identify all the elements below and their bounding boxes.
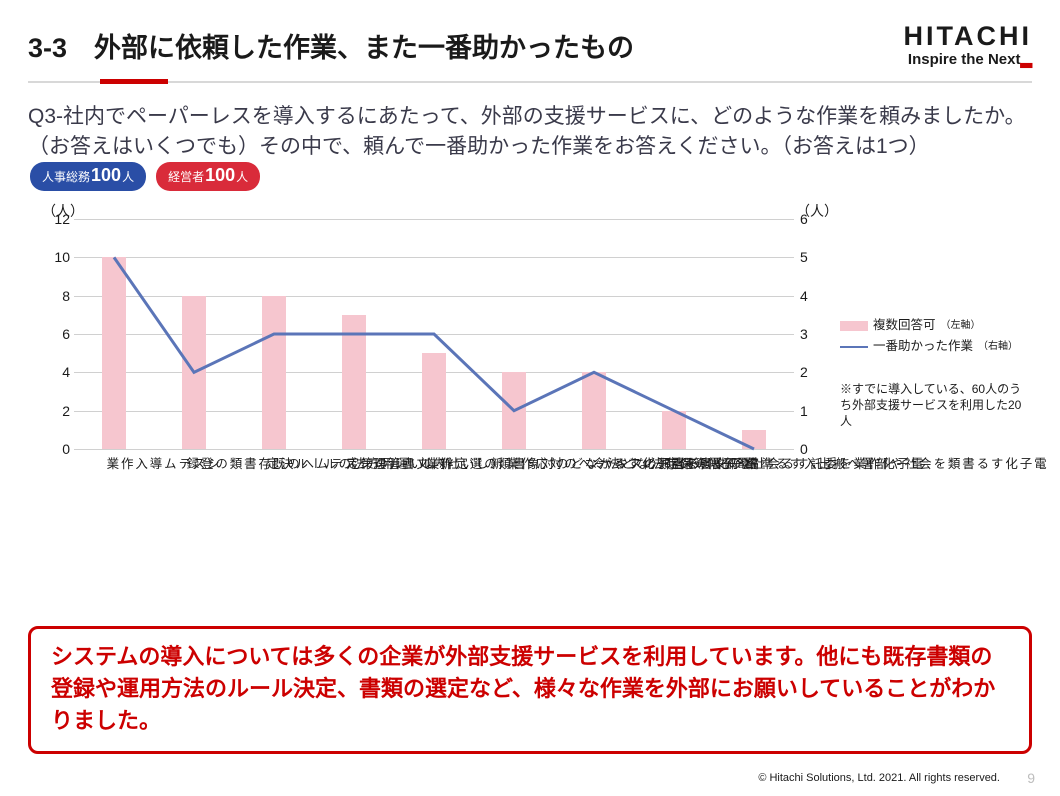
chart: （人） （人） 0021426384105126システム導入作業文書管理システム… xyxy=(28,201,1032,591)
pill-exec-label: 経営者 xyxy=(168,169,204,186)
legend-line-sub: （右軸） xyxy=(978,338,1018,355)
pill-exec-suffix: 人 xyxy=(236,169,248,186)
y-left-tick: 10 xyxy=(40,249,70,265)
y-left-tick: 6 xyxy=(40,326,70,342)
pill-hr-suffix: 人 xyxy=(122,169,134,186)
divider-red-accent xyxy=(100,79,168,84)
legend-line-swatch xyxy=(840,346,868,348)
y-right-tick: 1 xyxy=(800,403,820,419)
y-right-tick: 2 xyxy=(800,364,820,380)
y-left-tick: 0 xyxy=(40,441,70,457)
y-right-tick: 4 xyxy=(800,288,820,304)
plot-area: 0021426384105126システム導入作業文書管理システムへの既存書類の登… xyxy=(74,219,794,449)
brand-tagline-text: Inspire the Next xyxy=(908,51,1021,68)
pill-hr: 人事総務 100 人 xyxy=(30,162,146,191)
y-left-tick: 12 xyxy=(40,211,70,227)
line-series xyxy=(114,257,754,449)
brand: HITACHI Inspire the Next▂ xyxy=(904,22,1033,68)
legend-line-label: 一番助かった作業 xyxy=(873,336,973,357)
copyright: © Hitachi Solutions, Ltd. 2021. All righ… xyxy=(758,772,1000,784)
divider-gray xyxy=(28,81,1032,83)
x-category-label: 電子化する書類を会社や部署へ搬出入する準備 xyxy=(744,457,1046,469)
header: 3-3 外部に依頼した作業、また一番助かったもの HITACHI Inspire… xyxy=(28,22,1032,68)
pill-hr-num: 100 xyxy=(90,163,122,188)
legend-bar-sub: （左軸） xyxy=(941,317,981,334)
y-left-tick: 4 xyxy=(40,364,70,380)
pill-exec-num: 100 xyxy=(204,163,236,188)
brand-red-mark: ▂ xyxy=(1020,51,1032,68)
question-text: Q3-社内でペーパーレスを導入するにあたって、外部の支援サービスに、どのような作… xyxy=(28,102,1032,191)
brand-logo: HITACHI xyxy=(904,22,1033,52)
legend-bar-label: 複数回答可 xyxy=(873,315,936,336)
summary-box: システムの導入については多くの企業が外部支援サービスを利用しています。他にも既存… xyxy=(28,626,1032,754)
gridline xyxy=(74,449,794,450)
y-right-tick: 5 xyxy=(800,249,820,265)
pill-hr-label: 人事総務 xyxy=(42,169,90,186)
chart-note: ※すでに導入している、60人のうち外部支援サービスを利用した20人 xyxy=(840,381,1030,430)
legend-line-row: 一番助かった作業 （右軸） xyxy=(840,336,1018,357)
legend: 複数回答可 （左軸） 一番助かった作業 （右軸） xyxy=(840,315,1018,358)
y-right-tick: 6 xyxy=(800,211,820,227)
y-left-tick: 8 xyxy=(40,288,70,304)
legend-bar-row: 複数回答可 （左軸） xyxy=(840,315,1018,336)
page-title: 3-3 外部に依頼した作業、また一番助かったもの xyxy=(28,26,634,65)
line-layer xyxy=(74,219,794,449)
y-right-tick: 0 xyxy=(800,441,820,457)
page-number: 9 xyxy=(1027,770,1035,786)
brand-tagline: Inspire the Next▂ xyxy=(904,52,1033,69)
legend-bar-swatch xyxy=(840,321,868,331)
y-right-tick: 3 xyxy=(800,326,820,342)
pill-exec: 経営者 100 人 xyxy=(156,162,260,191)
title-divider xyxy=(28,80,1032,84)
question-body: Q3-社内でペーパーレスを導入するにあたって、外部の支援サービスに、どのような作… xyxy=(28,105,1026,157)
y-left-tick: 2 xyxy=(40,403,70,419)
pill-row: 人事総務 100 人 経営者 100 人 xyxy=(30,162,260,191)
